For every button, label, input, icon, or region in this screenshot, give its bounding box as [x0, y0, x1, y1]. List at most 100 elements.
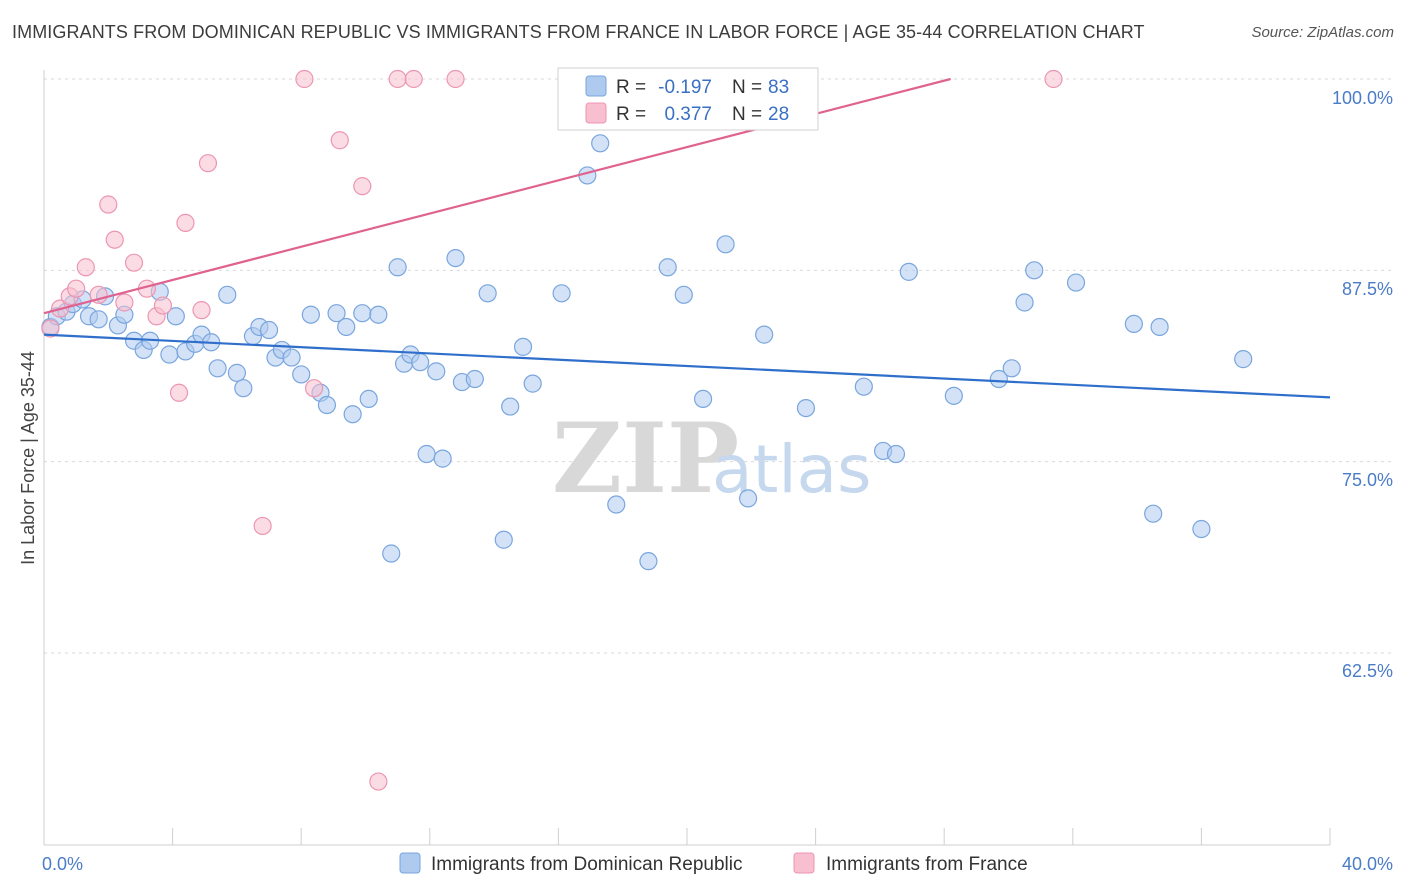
point-dominican-republic [218, 285, 237, 304]
point-france [192, 301, 211, 320]
point-france [99, 195, 118, 214]
point-dominican-republic [411, 353, 430, 372]
point-dominican-republic [854, 377, 873, 396]
point-dominican-republic [301, 305, 320, 324]
point-dominican-republic [465, 369, 484, 389]
bottom-legend-label-pink: Immigrants from France [826, 854, 1028, 875]
y-tick-label-62-5: 62.5% [1342, 661, 1393, 681]
point-dominican-republic [989, 369, 1008, 389]
point-france [176, 213, 195, 232]
point-dominican-republic [796, 398, 816, 418]
point-dominican-republic [317, 395, 337, 415]
y-axis-title: In Labor Force | Age 35-44 [18, 351, 38, 565]
point-dominican-republic [417, 444, 436, 464]
point-dominican-republic [552, 284, 571, 303]
correlation-legend: R = -0.197 N = 83 R = 0.377 N = 28 [557, 67, 819, 131]
source-label: Source: ZipAtlas.com [1251, 24, 1394, 41]
legend-r-value-pink: 0.377 [664, 104, 712, 125]
point-dominican-republic [1124, 314, 1143, 334]
point-dominican-republic [944, 386, 963, 405]
point-dominican-republic [1066, 273, 1086, 292]
chart-title: IMMIGRANTS FROM DOMINICAN REPUBLIC VS IM… [12, 22, 1145, 42]
point-dominican-republic [1015, 293, 1034, 312]
bottom-legend-swatch-blue [399, 852, 421, 874]
legend-r-value-blue: -0.197 [658, 77, 712, 98]
point-dominican-republic [1002, 359, 1021, 378]
point-france [41, 319, 60, 338]
legend-n-label-blue: N = [732, 77, 762, 98]
point-dominican-republic [359, 389, 378, 409]
point-dominican-republic [382, 544, 401, 563]
watermark: ZIP atlas [552, 402, 872, 515]
point-dominican-republic [1192, 519, 1211, 539]
point-dominican-republic [674, 285, 693, 304]
point-dominican-republic [227, 363, 246, 382]
point-dominican-republic [292, 365, 311, 384]
point-dominican-republic [738, 489, 758, 508]
point-france [198, 154, 218, 173]
legend-r-label-pink: R = [616, 104, 646, 125]
legend-n-label-pink: N = [732, 104, 762, 125]
point-dominican-republic [89, 310, 108, 329]
point-dominican-republic [755, 325, 774, 344]
point-dominican-republic [259, 320, 279, 340]
point-france [115, 293, 134, 312]
point-dominican-republic [234, 379, 253, 398]
point-france [304, 379, 324, 398]
point-france [295, 69, 314, 89]
bottom-legend-label-blue: Immigrants from Dominican Republic [431, 854, 743, 875]
point-dominican-republic [639, 552, 658, 571]
point-dominican-republic [886, 444, 906, 464]
bottom-legend-swatch-pink [793, 852, 815, 874]
y-tick-label-87-5: 87.5% [1342, 279, 1393, 299]
point-france [1044, 69, 1063, 89]
point-france [67, 279, 86, 298]
watermark-zip: ZIP [552, 402, 739, 515]
point-dominican-republic [160, 345, 179, 364]
legend-r-label-blue: R = [616, 77, 646, 98]
legend-n-value-pink: 28 [768, 104, 789, 125]
point-france [76, 258, 95, 277]
point-dominican-republic [208, 359, 227, 378]
point-dominican-republic [523, 374, 542, 393]
point-dominican-republic [353, 304, 372, 323]
point-dominican-republic [494, 530, 513, 549]
y-tick-label-100: 100.0% [1332, 88, 1393, 108]
trend-line-dominican-republic [43, 333, 1331, 399]
point-france [446, 69, 465, 89]
point-dominican-republic [607, 495, 626, 514]
point-dominican-republic [591, 134, 610, 153]
point-dominican-republic [343, 405, 362, 424]
point-dominican-republic [427, 362, 446, 381]
y-tick-labels: 100.0% 87.5% 75.0% 62.5% [1332, 88, 1393, 681]
point-dominican-republic [716, 235, 735, 254]
point-dominican-republic [1144, 504, 1163, 523]
point-france [253, 516, 272, 536]
point-france [353, 177, 372, 196]
x-tick-label-0: 0.0% [42, 854, 83, 874]
point-dominican-republic [478, 284, 497, 303]
point-france [153, 296, 173, 315]
point-france [124, 253, 144, 272]
point-france [369, 772, 388, 791]
point-france [330, 131, 349, 150]
watermark-atlas: atlas [712, 431, 872, 508]
point-france [105, 230, 124, 249]
point-dominican-republic [501, 397, 520, 416]
point-dominican-republic [369, 305, 388, 324]
point-dominican-republic [166, 307, 185, 326]
point-dominican-republic [327, 304, 346, 323]
point-dominican-republic [658, 258, 677, 277]
point-dominican-republic [446, 248, 465, 268]
legend-swatch-pink [585, 102, 607, 124]
series-dominican-republic [41, 134, 1253, 571]
legend-swatch-blue [585, 75, 607, 97]
point-dominican-republic [899, 262, 918, 281]
series-legend: Immigrants from Dominican Republic Immig… [399, 852, 1028, 875]
point-dominican-republic [1150, 317, 1169, 337]
point-dominican-republic [282, 348, 301, 367]
point-dominican-republic [693, 389, 713, 409]
gridlines [44, 78, 1395, 654]
y-tick-label-75: 75.0% [1342, 470, 1393, 490]
